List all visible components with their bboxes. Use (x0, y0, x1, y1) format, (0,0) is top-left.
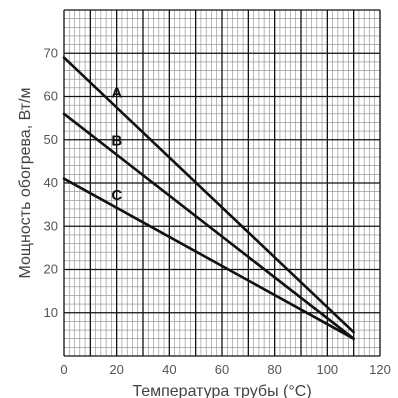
series-label-b: B (111, 133, 122, 150)
y-tick-label: 60 (44, 89, 58, 104)
y-tick-label: 10 (44, 305, 58, 320)
x-axis-label: Температура трубы (°C) (132, 383, 311, 398)
x-tick-label: 40 (162, 362, 176, 377)
y-tick-label: 70 (44, 45, 58, 60)
x-tick-label: 80 (267, 362, 281, 377)
x-tick-label: 0 (60, 362, 67, 377)
series-line-a (62, 56, 355, 334)
y-tick-label: 40 (44, 175, 58, 190)
x-tick-labels: 0 20 40 60 80 100 120 (60, 362, 390, 377)
y-tick-label: 50 (44, 132, 58, 147)
x-tick-label: 60 (215, 362, 229, 377)
y-axis-label: Мощность обогрева, Вт/м (17, 87, 34, 278)
series-line-c (62, 177, 355, 341)
major-grid (63, 9, 381, 357)
y-tick-labels: 10 20 30 40 50 60 70 (44, 45, 58, 320)
y-tick-label: 30 (44, 218, 58, 233)
series-line-b (62, 112, 355, 341)
series-label-a: A (111, 85, 122, 102)
y-tick-label: 20 (44, 262, 58, 277)
series-lines (62, 56, 355, 341)
x-tick-label: 100 (316, 362, 338, 377)
x-tick-label: 120 (369, 362, 391, 377)
series-label-c: C (111, 187, 122, 204)
series-labels: A B C (111, 85, 122, 204)
x-tick-label: 20 (109, 362, 123, 377)
